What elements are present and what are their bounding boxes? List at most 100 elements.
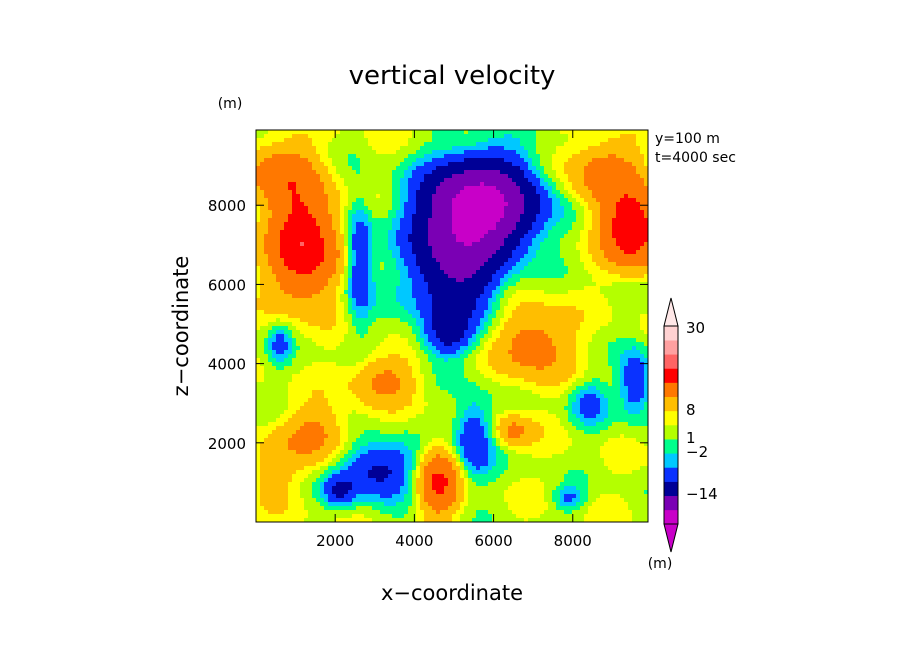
contour-cell	[284, 210, 289, 215]
contour-cell	[628, 134, 633, 139]
contour-cell	[500, 330, 505, 335]
contour-cell	[640, 174, 645, 179]
contour-cell	[472, 234, 477, 239]
contour-cell	[572, 226, 577, 231]
contour-cell	[628, 254, 633, 259]
contour-cell	[476, 226, 481, 231]
contour-cell	[436, 150, 441, 155]
contour-cell	[408, 206, 413, 211]
contour-cell	[372, 186, 377, 191]
contour-cell	[592, 206, 597, 211]
contour-cell	[256, 226, 261, 231]
contour-cell	[268, 198, 273, 203]
contour-cell	[368, 238, 373, 243]
contour-cell	[316, 322, 321, 327]
contour-cell	[612, 310, 617, 315]
contour-cell	[616, 146, 621, 151]
contour-cell	[544, 198, 549, 203]
contour-cell	[336, 142, 341, 147]
contour-cell	[332, 166, 337, 171]
contour-cell	[600, 130, 605, 135]
contour-cell	[540, 134, 545, 139]
contour-cell	[344, 130, 349, 135]
contour-cell	[416, 310, 421, 315]
contour-cell	[580, 310, 585, 315]
contour-cell	[344, 202, 349, 207]
contour-cell	[576, 290, 581, 295]
contour-cell	[360, 134, 365, 139]
contour-cell	[636, 150, 641, 155]
contour-cell	[592, 302, 597, 307]
contour-cell	[588, 290, 593, 295]
contour-cell	[348, 222, 353, 227]
contour-cell	[500, 278, 505, 283]
contour-cell	[336, 206, 341, 211]
contour-cell	[572, 318, 577, 323]
contour-cell	[520, 158, 525, 163]
contour-cell	[284, 278, 289, 283]
contour-cell	[628, 326, 633, 331]
contour-cell	[520, 294, 525, 299]
contour-cell	[276, 238, 281, 243]
contour-cell	[368, 138, 373, 143]
contour-cell	[452, 302, 457, 307]
contour-cell	[636, 226, 641, 231]
contour-cell	[432, 218, 437, 223]
contour-cell	[292, 266, 297, 271]
contour-cell	[276, 150, 281, 155]
contour-cell	[416, 206, 421, 211]
contour-cell	[616, 274, 621, 279]
contour-cell	[360, 282, 365, 287]
contour-cell	[564, 238, 569, 243]
contour-cell	[568, 270, 573, 275]
contour-cell	[628, 222, 633, 227]
contour-cell	[532, 282, 537, 287]
contour-cell	[540, 142, 545, 147]
contour-cell	[444, 194, 449, 199]
contour-cell	[400, 182, 405, 187]
contour-cell	[620, 290, 625, 295]
contour-cell	[484, 206, 489, 211]
contour-cell	[568, 326, 573, 331]
contour-cell	[612, 186, 617, 191]
contour-cell	[356, 258, 361, 263]
contour-cell	[632, 238, 637, 243]
contour-cell	[608, 282, 613, 287]
contour-cell	[368, 222, 373, 227]
contour-cell	[428, 294, 433, 299]
contour-cell	[580, 330, 585, 335]
contour-cell	[280, 190, 285, 195]
contour-cell	[624, 218, 629, 223]
contour-cell	[540, 194, 545, 199]
contour-cell	[556, 174, 561, 179]
contour-cell	[456, 258, 461, 263]
contour-cell	[416, 282, 421, 287]
contour-cell	[352, 238, 357, 243]
contour-cell	[604, 318, 609, 323]
contour-cell	[300, 290, 305, 295]
contour-cell	[480, 170, 485, 175]
contour-cell	[504, 278, 509, 283]
contour-cell	[408, 274, 413, 279]
contour-cell	[544, 222, 549, 227]
contour-cell	[432, 318, 437, 323]
contour-cell	[540, 158, 545, 163]
contour-cell	[388, 170, 393, 175]
contour-cell	[364, 274, 369, 279]
contour-cell	[544, 170, 549, 175]
contour-cell	[324, 306, 329, 311]
contour-cell	[572, 130, 577, 135]
contour-cell	[284, 230, 289, 235]
contour-cell	[352, 174, 357, 179]
contour-cell	[556, 310, 561, 315]
contour-cell	[532, 178, 537, 183]
contour-cell	[564, 258, 569, 263]
contour-cell	[548, 206, 553, 211]
contour-cell	[504, 262, 509, 267]
contour-cell	[500, 202, 505, 207]
contour-cell	[312, 238, 317, 243]
contour-cell	[568, 194, 573, 199]
contour-cell	[576, 154, 581, 159]
contour-cell	[364, 234, 369, 239]
contour-cell	[508, 222, 513, 227]
